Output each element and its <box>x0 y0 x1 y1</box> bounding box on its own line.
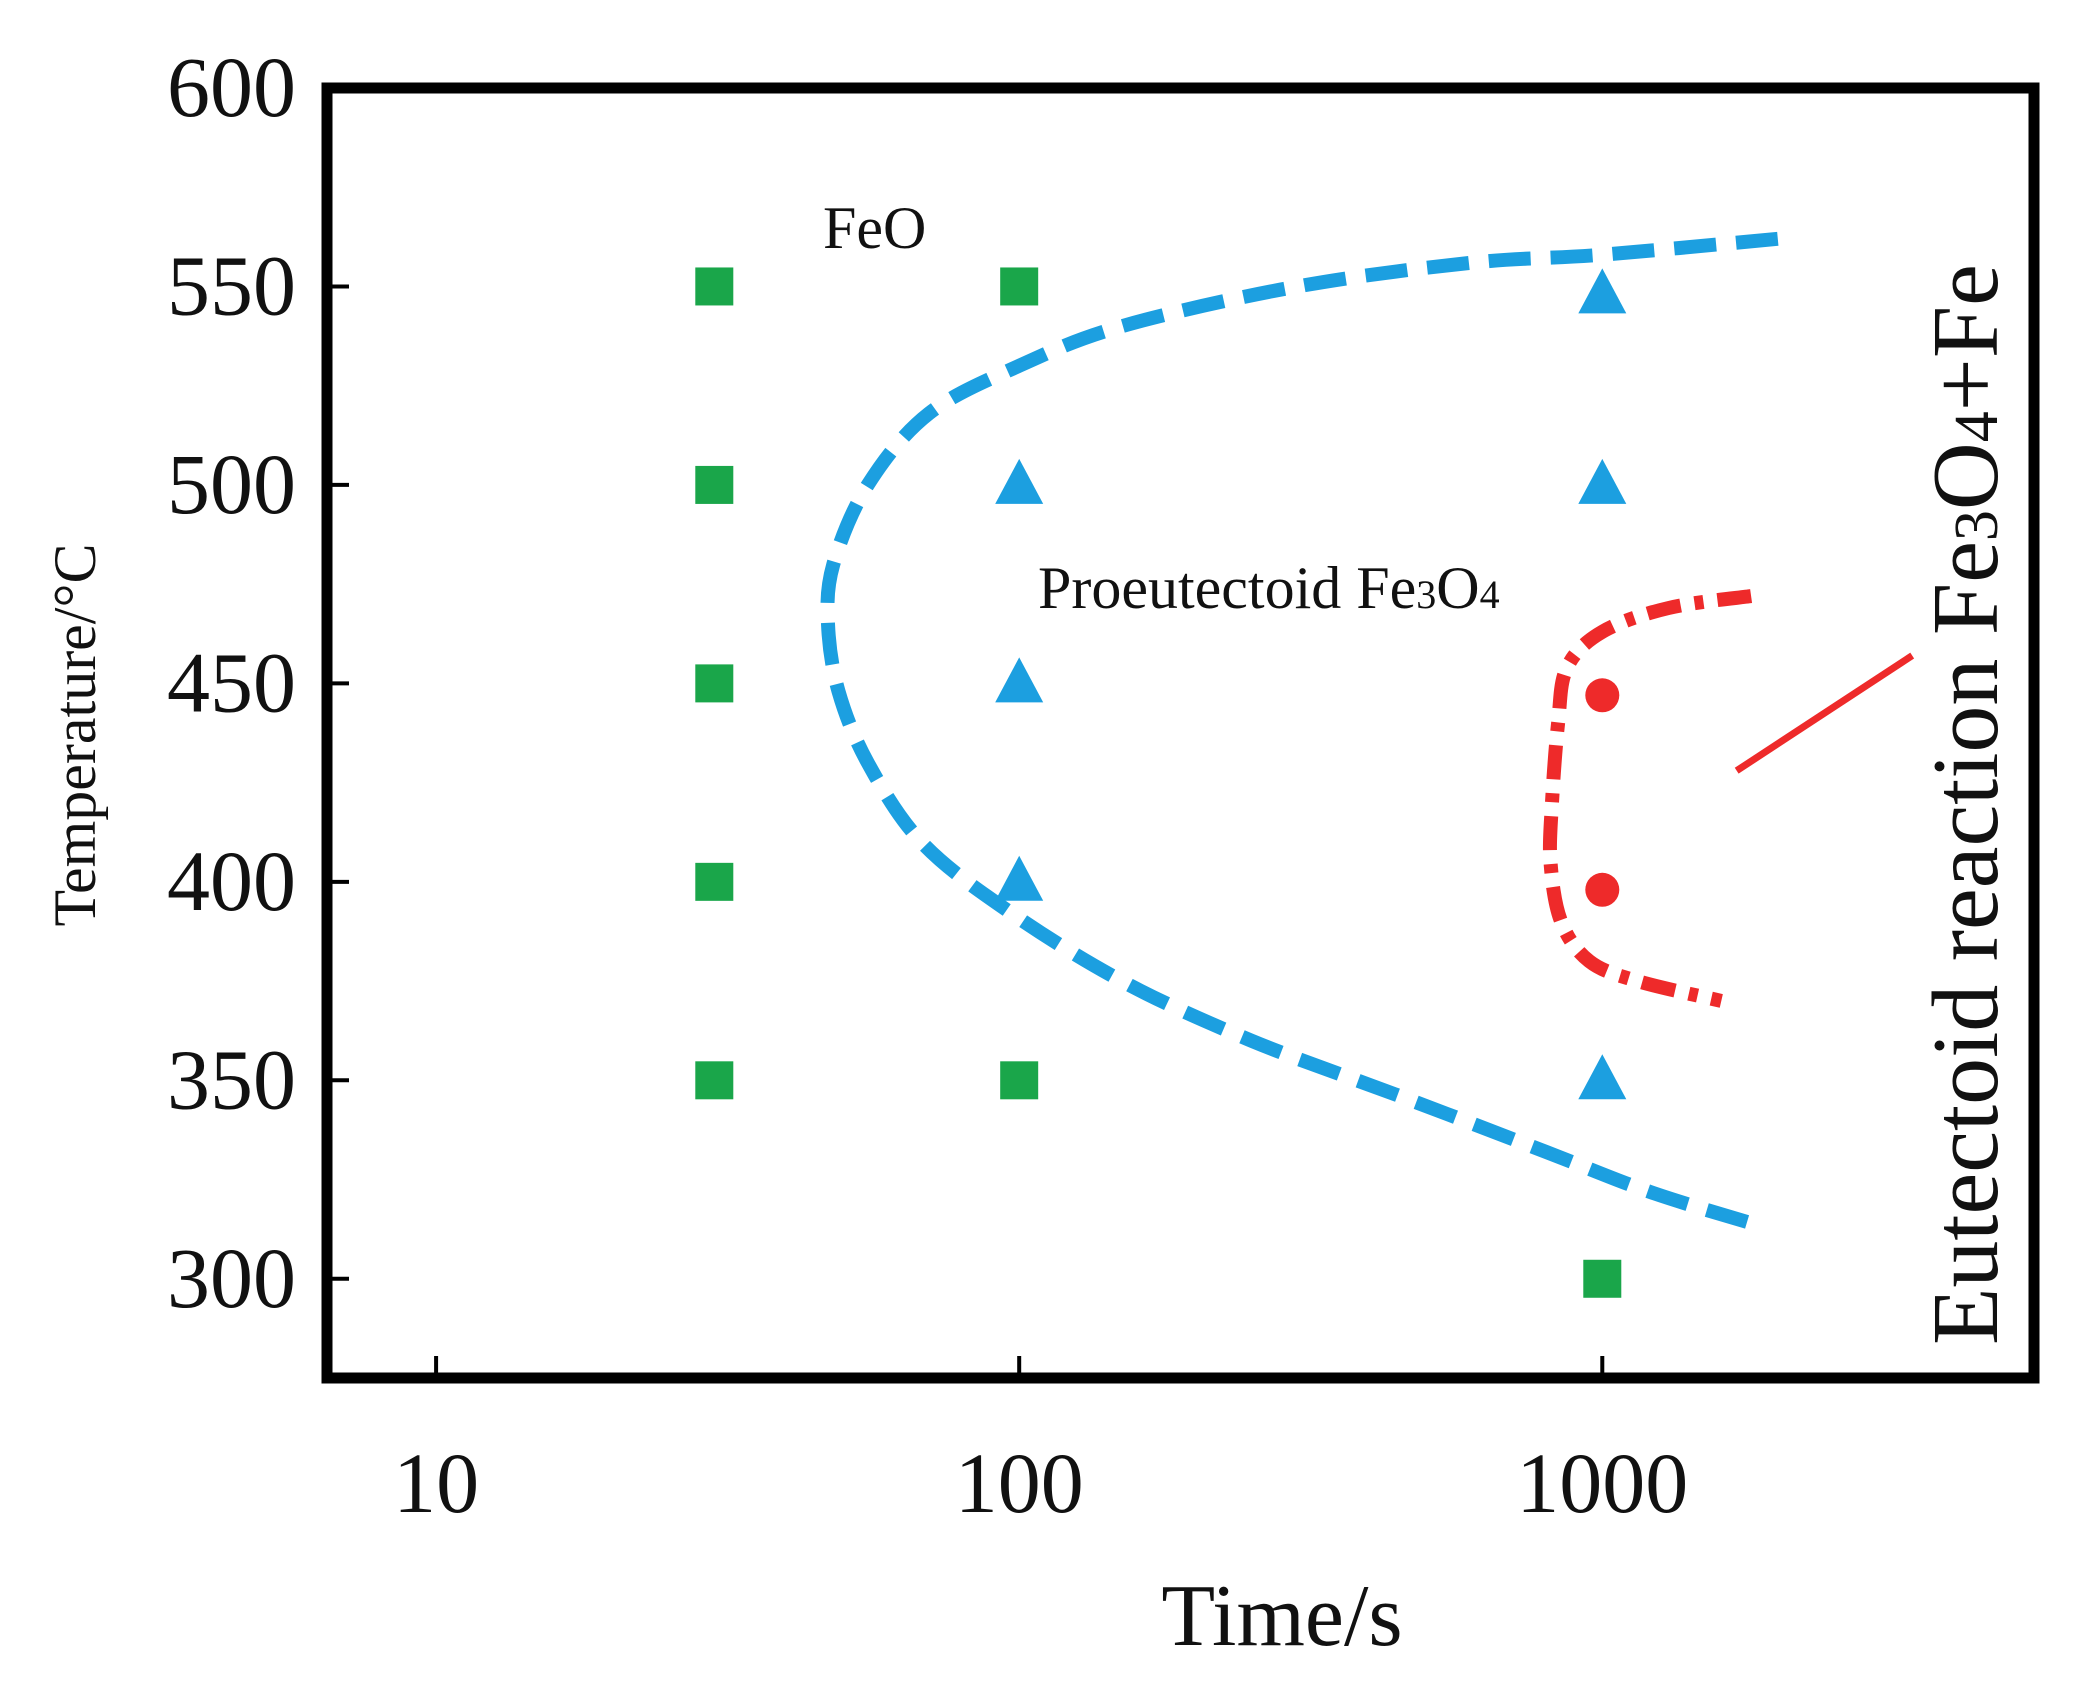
y-tick-label-550: 550 <box>167 237 296 333</box>
annotation-proeutectoid-o: O <box>1436 555 1479 621</box>
annotation-eutectoid-tail: +Fe <box>1914 264 2018 411</box>
boundary-curve-1 <box>820 231 1779 1230</box>
x-tick-label-100: 100 <box>955 1435 1084 1531</box>
marker-feo-square-1 <box>695 267 734 306</box>
labels: Time/s Temperature/°C FeO Proeutectoid F… <box>42 195 2018 1665</box>
data-markers <box>695 267 1627 1298</box>
marker-feo-square-5 <box>695 1061 734 1100</box>
annotation-eutectoid: Eutectoid reaction Fe3O4+Fe <box>1914 264 2018 1345</box>
marker-feo-square-7 <box>1000 1061 1039 1100</box>
y-tick-label-450: 450 <box>167 634 296 730</box>
annotation-eutectoid-sub-4: 4 <box>1943 411 2011 442</box>
marker-feo-square-4 <box>695 862 734 901</box>
annotation-eutectoid-sub-3: 3 <box>1943 510 2011 541</box>
marker-proeutectoid-triangle-2 <box>995 657 1044 703</box>
annotation-proeutectoid: Proeutectoid Fe3O4 <box>1038 555 1500 621</box>
leader-lines <box>1734 652 1915 774</box>
marker-proeutectoid-triangle-6 <box>1578 1054 1627 1100</box>
annotation-feo: FeO <box>823 195 926 261</box>
annotation-eutectoid-o: O <box>1914 442 2018 510</box>
marker-proeutectoid-triangle-4 <box>1578 268 1627 314</box>
y-axis-label: Temperature/°C <box>42 544 108 927</box>
marker-proeutectoid-triangle-3 <box>995 855 1044 901</box>
x-axis-label: Time/s <box>1161 1568 1402 1665</box>
marker-feo-square-6 <box>1000 267 1039 306</box>
ticks: 300 350 400 450 500 550 600 10 100 1000 <box>167 39 1688 1531</box>
marker-proeutectoid-triangle-1 <box>995 458 1044 504</box>
annotation-proeutectoid-sub-3: 3 <box>1416 572 1436 617</box>
annotation-proeutectoid-main: Proeutectoid Fe <box>1038 555 1416 621</box>
marker-eutectoid-circle-2 <box>1585 872 1620 907</box>
axes <box>321 82 2040 1384</box>
annotation-proeutectoid-sub-4: 4 <box>1480 572 1500 617</box>
annotation-eutectoid-main: Eutectoid reaction Fe <box>1914 541 2018 1345</box>
marker-proeutectoid-triangle-5 <box>1578 458 1627 504</box>
y-tick-label-600: 600 <box>167 39 296 135</box>
boundary-curve-2 <box>1542 589 1753 1008</box>
y-tick-label-500: 500 <box>167 436 296 532</box>
y-tick-label-300: 300 <box>167 1230 296 1326</box>
x-tick-label-10: 10 <box>393 1435 479 1531</box>
plot-frame <box>321 82 2040 1384</box>
x-tick-label-1000: 1000 <box>1516 1435 1688 1531</box>
marker-feo-square-2 <box>695 465 734 504</box>
marker-eutectoid-circle-1 <box>1585 678 1620 713</box>
boundary-curves <box>820 231 1779 1230</box>
y-tick-label-400: 400 <box>167 833 296 929</box>
marker-feo-square-8 <box>1583 1259 1622 1298</box>
eutectoid-leader-line <box>1734 652 1915 774</box>
marker-feo-square-3 <box>695 664 734 703</box>
y-tick-label-350: 350 <box>167 1031 296 1127</box>
